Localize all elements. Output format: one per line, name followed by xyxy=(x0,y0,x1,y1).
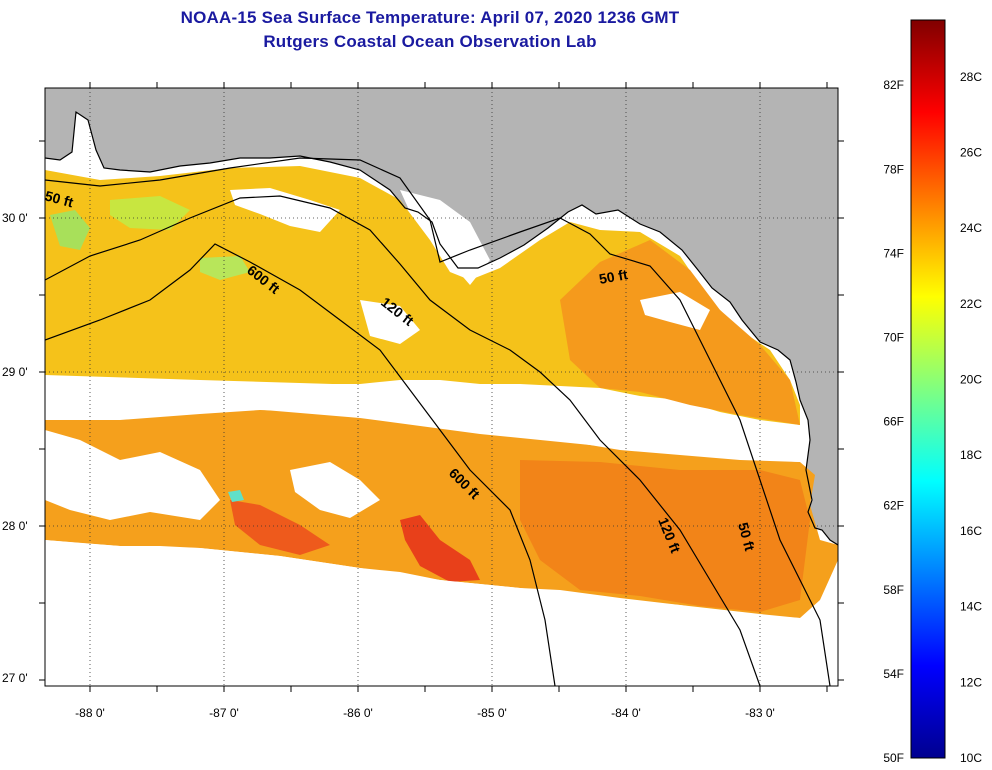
colorbar-f-label: 54F xyxy=(883,667,904,681)
contour-label-50ft-south: 50 ft xyxy=(735,521,758,553)
longitude-labels: -88 0' -87 0' -86 0' -85 0' -84 0' -83 0… xyxy=(75,706,775,720)
lon-label: -85 0' xyxy=(477,706,507,720)
sst-cool-patch-1 xyxy=(50,210,90,250)
chart-subtitle: Rutgers Coastal Ocean Observation Lab xyxy=(263,32,597,51)
colorbar-c-label: 18C xyxy=(960,448,982,462)
sst-cool-patch-3 xyxy=(200,256,250,280)
colorbar-f-label: 62F xyxy=(883,499,904,513)
colorbar-c-label: 14C xyxy=(960,600,982,614)
lon-label: -88 0' xyxy=(75,706,105,720)
colorbar-c-label: 12C xyxy=(960,675,982,689)
latitude-labels: 30 0' 29 0' 28 0' 27 0' xyxy=(2,211,28,685)
contour-120ft-line xyxy=(45,195,761,686)
colorbar-f-label: 70F xyxy=(883,330,904,344)
colorbar-c-label: 10C xyxy=(960,751,982,765)
colorbar-f-label: 74F xyxy=(883,246,904,260)
cloud-gap-1 xyxy=(45,430,220,520)
cloud-gap-5 xyxy=(640,292,710,330)
lon-label: -87 0' xyxy=(209,706,239,720)
colorbar-f-label: 50F xyxy=(883,751,904,765)
lon-label: -83 0' xyxy=(745,706,775,720)
colorbar-c-label: 22C xyxy=(960,297,982,311)
colorbar-f-label: 82F xyxy=(883,78,904,92)
coastline xyxy=(45,110,838,546)
lon-label: -86 0' xyxy=(343,706,373,720)
colorbar-celsius-labels: 28C 26C 24C 22C 20C 18C 16C 14C 12C 10C xyxy=(960,70,982,765)
land-area xyxy=(45,88,838,545)
colorbar-c-label: 28C xyxy=(960,70,982,84)
lon-label: -84 0' xyxy=(611,706,641,720)
sst-cool-spot xyxy=(228,490,244,502)
cloud-gap-6 xyxy=(360,300,420,344)
colorbar-c-label: 24C xyxy=(960,221,982,235)
contour-label-50ft-west: 50 ft xyxy=(43,187,75,210)
lat-label: 28 0' xyxy=(2,519,28,533)
map-border xyxy=(44,87,839,687)
colorbar-fahrenheit-labels: 82F 78F 74F 70F 66F 62F 58F 54F 50F xyxy=(883,78,904,765)
colorbar-c-label: 16C xyxy=(960,524,982,538)
sst-warm-spot xyxy=(400,515,480,582)
tick-marks xyxy=(39,82,844,692)
cloud-gap-4 xyxy=(400,190,490,285)
lat-label: 27 0' xyxy=(2,671,28,685)
colorbar-f-label: 58F xyxy=(883,583,904,597)
no-data-south xyxy=(45,540,838,686)
colorbar xyxy=(910,19,946,759)
contour-50ft-line xyxy=(45,157,831,686)
no-data-band xyxy=(45,375,800,462)
colorbar-c-label: 20C xyxy=(960,373,982,387)
colorbar-f-label: 78F xyxy=(883,162,904,176)
colorbar-f-label: 66F xyxy=(883,415,904,429)
sst-cool-patch-2 xyxy=(110,196,190,230)
map-layers: 50 ft 600 ft 120 ft 50 ft 600 ft 120 ft … xyxy=(43,88,838,686)
grid-lines xyxy=(45,88,838,686)
lat-label: 29 0' xyxy=(2,365,28,379)
sst-warm-spot-2 xyxy=(230,500,330,555)
cloud-gap-2 xyxy=(290,462,380,518)
colorbar-c-label: 26C xyxy=(960,145,982,159)
cloud-gap-3 xyxy=(230,188,340,232)
sst-patch-north-orange xyxy=(560,240,800,425)
contour-label-50ft-east: 50 ft xyxy=(598,266,629,287)
contour-600ft-line xyxy=(45,243,556,686)
lat-label: 30 0' xyxy=(2,211,28,225)
chart-title: NOAA-15 Sea Surface Temperature: April 0… xyxy=(180,8,680,27)
sst-patch-south-core xyxy=(520,460,810,612)
